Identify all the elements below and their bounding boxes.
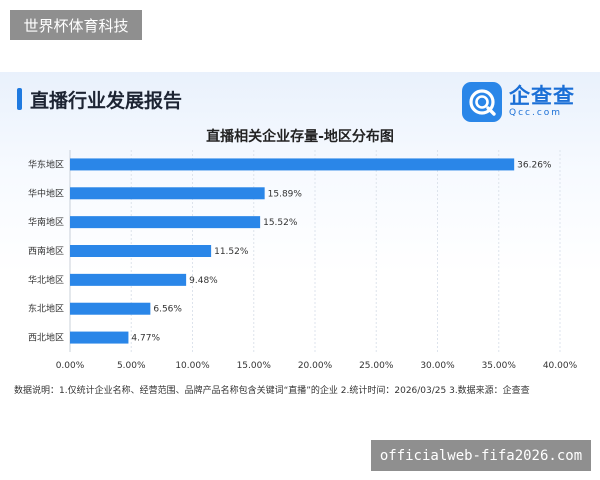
data-label: 15.52%	[263, 218, 298, 228]
chart-title: 直播相关企业存量-地区分布图	[206, 129, 394, 145]
x-tick-label: 30.00%	[420, 361, 455, 371]
top-watermark: 世界杯体育科技	[10, 10, 142, 40]
category-label: 西南地区	[28, 245, 64, 257]
qcc-logo: 企查查 Qcc.com	[462, 80, 582, 124]
x-tick-label: 25.00%	[359, 361, 394, 371]
qcc-logo-icon	[462, 82, 502, 122]
x-tick-label: 35.00%	[482, 361, 517, 371]
category-label: 西北地区	[28, 332, 64, 344]
x-tick-label: 40.00%	[543, 361, 578, 371]
category-label: 东北地区	[28, 303, 64, 315]
data-label: 15.89%	[268, 189, 303, 199]
bar	[70, 158, 515, 171]
logo-sub: Qcc.com	[509, 108, 563, 118]
x-tick-label: 15.00%	[237, 361, 272, 371]
category-label: 华南地区	[28, 216, 64, 228]
category-label: 华东地区	[28, 158, 64, 170]
bar	[70, 273, 187, 286]
bar	[70, 302, 151, 315]
x-tick-label: 10.00%	[175, 361, 210, 371]
bar	[70, 245, 212, 257]
category-label: 华北地区	[28, 274, 64, 286]
x-tick-label: 0.00%	[56, 361, 85, 371]
report-card	[0, 72, 600, 408]
x-tick-label: 20.00%	[298, 361, 333, 371]
data-label: 11.52%	[214, 247, 249, 257]
x-tick-label: 5.00%	[117, 361, 146, 371]
bar	[70, 216, 261, 229]
bottom-watermark: officialweb-fifa2026.com	[371, 440, 591, 471]
title-accent-bar	[17, 88, 22, 110]
bar	[70, 331, 129, 344]
report-title: 直播行业发展报告	[30, 90, 183, 112]
category-label: 华中地区	[28, 187, 64, 199]
data-footnote: 数据说明：1.仅统计企业名称、经营范围、品牌产品名称包含关键词“直播”的企业 2…	[14, 386, 530, 396]
data-label: 36.26%	[517, 160, 552, 170]
bar	[70, 187, 265, 200]
logo-name: 企查查	[509, 84, 575, 108]
data-label: 4.77%	[131, 334, 160, 344]
data-label: 9.48%	[189, 276, 218, 286]
data-label: 6.56%	[153, 305, 182, 315]
